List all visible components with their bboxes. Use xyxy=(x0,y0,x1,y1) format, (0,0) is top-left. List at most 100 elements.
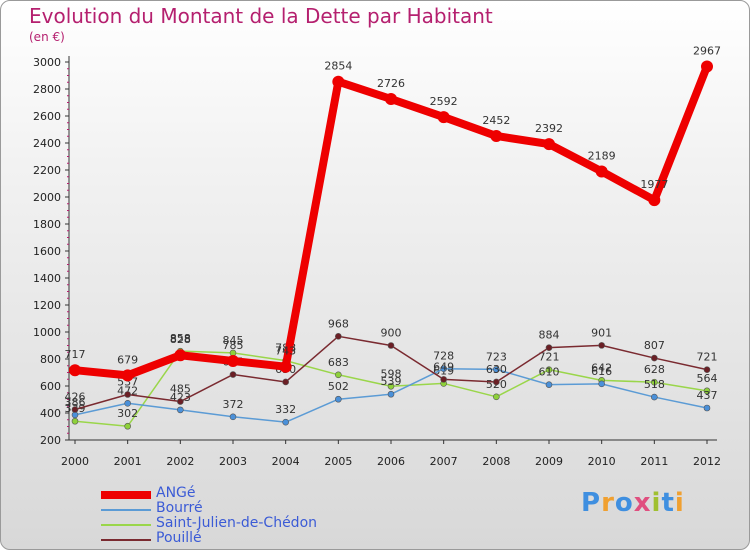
data-label-ang: 717 xyxy=(65,348,86,361)
y-tick-label: 1200 xyxy=(33,299,61,312)
data-label-bourr: 723 xyxy=(486,350,507,363)
y-tick-label: 1000 xyxy=(33,326,61,339)
data-label-pouill: 630 xyxy=(486,363,507,376)
y-tick-label: 2000 xyxy=(33,191,61,204)
data-label-pouill: 649 xyxy=(433,360,454,373)
data-label-ang: 2452 xyxy=(482,114,510,127)
data-point-pouill xyxy=(545,344,553,351)
data-label-pouill: 884 xyxy=(539,329,560,342)
data-point-pouill xyxy=(282,378,289,386)
data-label-bourr: 386 xyxy=(65,396,86,409)
data-label-saint-julien-de-ch-don: 642 xyxy=(591,361,612,374)
data-label-bourr: 728 xyxy=(433,350,454,363)
data-point-pouill xyxy=(598,342,605,349)
x-tick-label: 2001 xyxy=(114,455,142,468)
x-tick-label: 2002 xyxy=(166,455,194,468)
chart-unit: (en €) xyxy=(29,30,65,44)
data-label-pouill: 485 xyxy=(170,383,191,396)
logo-letter: r xyxy=(601,488,615,518)
data-point-pouill xyxy=(71,406,79,413)
data-point-ang xyxy=(490,129,503,142)
legend-swatch xyxy=(101,539,151,541)
y-tick-label: 2800 xyxy=(33,83,61,96)
x-tick-label: 2008 xyxy=(482,455,510,468)
data-point-bourr xyxy=(387,390,395,398)
data-point-ang xyxy=(437,111,450,124)
data-label-bourr: 616 xyxy=(591,365,612,378)
x-tick-label: 2005 xyxy=(324,455,352,468)
data-label-ang: 1977 xyxy=(640,178,668,191)
data-point-bourr xyxy=(229,413,237,421)
data-label-saint-julien-de-ch-don: 858 xyxy=(170,332,191,345)
data-point-ang xyxy=(174,349,187,362)
data-point-ang xyxy=(648,194,661,207)
data-point-pouill xyxy=(177,398,184,405)
data-point-bourr xyxy=(282,418,289,426)
y-tick-label: 400 xyxy=(40,407,61,420)
data-label-pouill: 721 xyxy=(697,351,718,364)
data-point-bourr xyxy=(598,380,605,388)
data-label-bourr: 502 xyxy=(328,380,349,393)
data-point-saint-julien-de-ch-don xyxy=(703,387,711,395)
legend-swatch xyxy=(101,491,151,499)
y-tick-label: 800 xyxy=(40,353,61,366)
logo-letter: t xyxy=(661,488,675,518)
data-label-saint-julien-de-ch-don: 564 xyxy=(697,372,718,385)
data-point-ang xyxy=(227,355,239,368)
data-label-saint-julien-de-ch-don: 721 xyxy=(539,351,560,364)
y-tick-label: 200 xyxy=(40,434,61,447)
data-label-ang: 2854 xyxy=(324,60,352,73)
data-label-pouill: 807 xyxy=(644,339,665,352)
data-label-ang: 828 xyxy=(170,333,191,346)
data-point-bourr xyxy=(493,366,500,373)
data-label-bourr: 539 xyxy=(381,375,402,388)
data-point-ang xyxy=(701,60,713,73)
data-point-ang xyxy=(332,75,345,88)
data-point-pouill xyxy=(703,366,711,373)
logo-letter: x xyxy=(633,488,652,518)
data-point-bourr xyxy=(545,381,553,388)
data-point-saint-julien-de-ch-don xyxy=(545,366,553,373)
data-point-ang xyxy=(543,138,555,151)
data-point-ang xyxy=(595,165,608,178)
data-label-bourr: 332 xyxy=(275,403,296,416)
data-label-saint-julien-de-ch-don: 683 xyxy=(328,356,349,369)
data-point-saint-julien-de-ch-don xyxy=(335,371,342,379)
data-point-pouill xyxy=(387,342,395,349)
legend-label: Bourré xyxy=(156,500,203,516)
data-point-bourr xyxy=(124,399,131,407)
y-tick-label: 1400 xyxy=(33,272,61,285)
data-point-bourr xyxy=(440,365,447,373)
data-label-ang: 2967 xyxy=(693,44,721,57)
data-point-ang xyxy=(279,360,292,373)
data-point-ang xyxy=(385,92,397,105)
data-point-ang xyxy=(69,364,81,377)
data-point-saint-julien-de-ch-don xyxy=(71,417,79,425)
data-label-pouill: 426 xyxy=(65,390,86,403)
proxiti-logo: Proxiti xyxy=(581,488,685,518)
data-label-ang: 785 xyxy=(223,339,244,352)
x-tick-label: 2006 xyxy=(377,455,405,468)
y-tick-label: 1600 xyxy=(33,245,61,258)
data-point-saint-julien-de-ch-don xyxy=(124,422,131,430)
y-tick-label: 2400 xyxy=(33,137,61,150)
legend-swatch xyxy=(101,524,151,526)
logo-letter: o xyxy=(614,488,634,518)
x-tick-label: 2011 xyxy=(640,455,668,468)
data-point-pouill xyxy=(651,354,658,362)
data-label-saint-julien-de-ch-don: 598 xyxy=(381,367,402,380)
data-point-pouill xyxy=(335,333,342,340)
y-tick-label: 2200 xyxy=(33,164,61,177)
data-label-ang: 2392 xyxy=(535,122,563,135)
data-point-bourr xyxy=(335,395,342,403)
data-point-bourr xyxy=(651,393,658,401)
logo-letter: i xyxy=(674,488,685,518)
data-label-saint-julien-de-ch-don: 302 xyxy=(117,407,138,420)
x-tick-label: 2010 xyxy=(588,455,616,468)
data-label-saint-julien-de-ch-don: 628 xyxy=(644,363,665,376)
x-tick-label: 2012 xyxy=(693,455,721,468)
data-point-bourr xyxy=(71,411,79,419)
y-tick-label: 600 xyxy=(40,380,61,393)
